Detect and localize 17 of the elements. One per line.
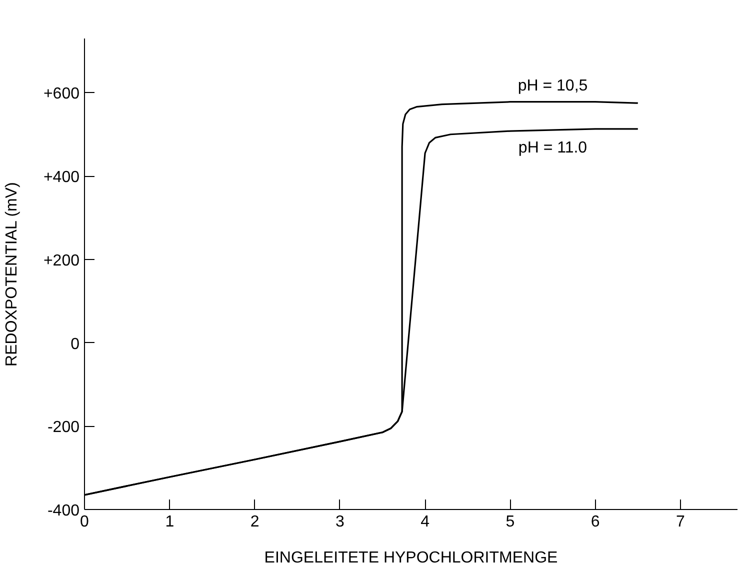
x-tick-label: 7 xyxy=(676,514,686,530)
x-tick-label: 3 xyxy=(335,514,344,530)
x-tick-label: 1 xyxy=(165,514,174,530)
series-label: pH = 11.0 xyxy=(518,139,588,156)
x-tick-label: 2 xyxy=(250,514,260,530)
x-tick-label: 5 xyxy=(506,514,515,530)
x-tick-label: 4 xyxy=(420,514,430,530)
series-label: pH = 10,5 xyxy=(518,77,588,94)
y-tick-label: 0 xyxy=(70,336,80,353)
x-axis-title: EINGELEITETE HYPOCHLORITMENGE xyxy=(264,550,558,566)
y-tick-label: +200 xyxy=(43,252,80,270)
x-tick-label: 6 xyxy=(590,514,600,530)
y-axis-title: REDOXPOTENTIAL (mV) xyxy=(3,182,20,366)
y-tick-label: -400 xyxy=(47,502,80,520)
y-tick-label: +400 xyxy=(43,169,80,186)
y-tick-label: -200 xyxy=(47,419,80,436)
y-tick-label: +600 xyxy=(43,86,80,103)
